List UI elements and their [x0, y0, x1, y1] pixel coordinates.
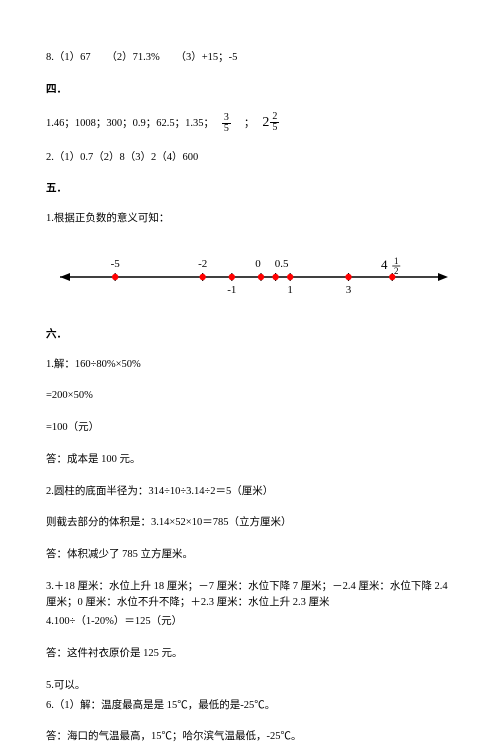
svg-text:3: 3: [346, 284, 352, 296]
svg-text:0: 0: [255, 258, 261, 270]
numerator: 3: [222, 113, 231, 124]
line-6-1b: =200×50%: [46, 388, 454, 404]
whole: 2: [262, 112, 269, 133]
line-5-1: 1.根据正负数的意义可知：: [46, 211, 454, 227]
denominator: 5: [222, 124, 231, 134]
line-6-2b: 则截去部分的体积是：3.14×52×10＝785（立方厘米）: [46, 515, 454, 531]
line-6-6a: 6.（1）解：温度最高是是 15℃，最低的是-25℃。: [46, 698, 454, 714]
line-4-1: 1.46；1008；300；0.9；62.5；1.35； 3 5 ； 2 2 5: [46, 112, 454, 134]
numerator: 2: [270, 112, 279, 123]
line-6-1ans: 答：成本是 100 元。: [46, 452, 454, 468]
svg-text:0.5: 0.5: [275, 258, 289, 270]
line-6-6ans: 答：海口的气温最高，15℃；哈尔滨气温最低，-25℃。: [46, 729, 454, 745]
line-6-3: 3.＋18 厘米：水位上升 18 厘米；－7 厘米：水位下降 7 厘米；－2.4…: [46, 579, 454, 611]
line-6-2ans: 答：体积减少了 785 立方厘米。: [46, 547, 454, 563]
text: ；: [234, 118, 260, 129]
line-6-4ans: 答：这件衬衣原价是 125 元。: [46, 646, 454, 662]
line-6-4: 4.100÷（1-20%）＝125（元）: [46, 614, 454, 630]
svg-text:1: 1: [287, 284, 293, 296]
svg-text:4: 4: [381, 257, 388, 272]
section-6: 六．: [46, 327, 454, 343]
fraction-3-5: 3 5: [222, 113, 231, 134]
number-line-svg: -5-2-100.513412: [46, 243, 454, 307]
q8: 8.（1）67 （2）71.3% （3）+15；-5: [46, 50, 454, 66]
mixed-2-2-5: 2 2 5: [262, 112, 279, 133]
line-4-2: 2.（1）0.7（2）8（3）2（4）600: [46, 150, 454, 166]
svg-text:2: 2: [394, 266, 399, 276]
svg-text:-1: -1: [227, 284, 236, 296]
denominator: 5: [270, 123, 279, 133]
number-line: -5-2-100.513412: [46, 243, 454, 307]
section-5: 五．: [46, 181, 454, 197]
line-6-1c: =100（元）: [46, 420, 454, 436]
svg-text:-2: -2: [198, 258, 207, 270]
section-4: 四．: [46, 82, 454, 98]
svg-text:1: 1: [394, 256, 399, 266]
fraction-2-5: 2 5: [270, 112, 279, 133]
text: 1.46；1008；300；0.9；62.5；1.35；: [46, 118, 219, 129]
line-6-2a: 2.圆柱的底面半径为：314÷10÷3.14÷2＝5（厘米）: [46, 484, 454, 500]
line-6-1a: 1.解：160÷80%×50%: [46, 357, 454, 373]
svg-text:-5: -5: [111, 258, 121, 270]
line-6-5: 5.可以。: [46, 678, 454, 694]
